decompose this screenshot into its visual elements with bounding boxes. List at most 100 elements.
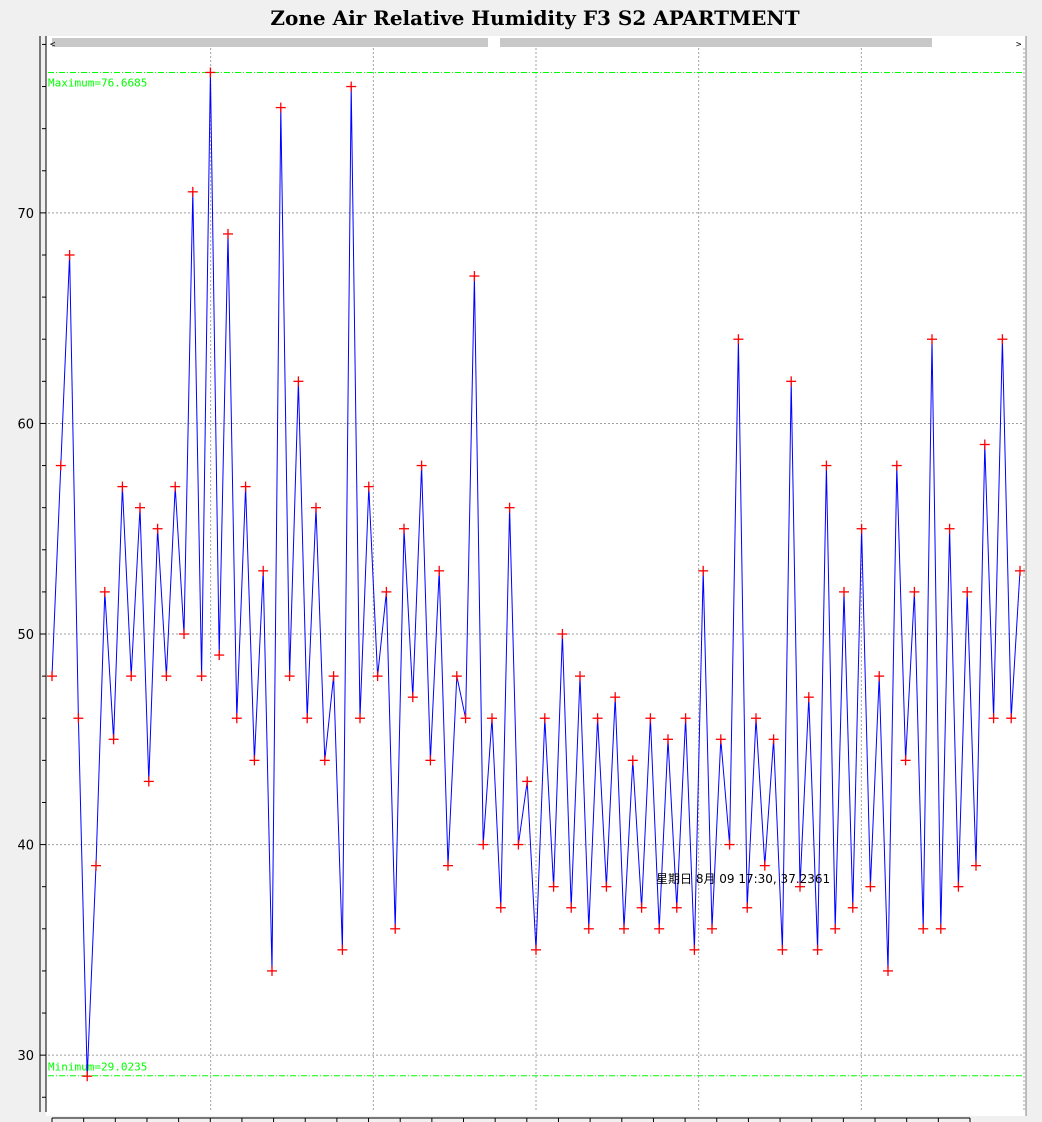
data-point: [592, 713, 603, 724]
data-point: [865, 881, 876, 892]
data-point: [390, 923, 401, 934]
data-point: [363, 481, 374, 492]
data-point: [707, 923, 717, 934]
data-point: [425, 755, 436, 766]
data-point: [856, 523, 867, 534]
data-point: [522, 776, 533, 787]
data-point: [839, 586, 849, 597]
data-point: [152, 523, 163, 534]
data-point: [680, 713, 691, 724]
data-point: [583, 923, 594, 934]
data-point: [777, 944, 788, 955]
data-point: [557, 629, 568, 640]
data-point: [337, 944, 348, 955]
data-point: [918, 923, 929, 934]
scroll-right-arrow-icon[interactable]: >: [1016, 40, 1022, 50]
data-point: [91, 860, 101, 871]
data-point: [416, 460, 427, 471]
data-point: [451, 671, 462, 682]
data-point: [1015, 565, 1025, 576]
data-point: [513, 839, 524, 850]
data-point: [469, 271, 480, 282]
y-tick-label: 30: [17, 1049, 34, 1064]
data-point: [654, 923, 665, 934]
data-point: [883, 965, 893, 976]
reference-label: Minimum=29.0235: [48, 1061, 147, 1074]
data-point: [143, 776, 154, 787]
data-point: [953, 881, 964, 892]
data-point: [328, 671, 339, 682]
scrollbar-thumb-right[interactable]: [500, 38, 932, 47]
data-point: [575, 671, 585, 682]
data-point: [759, 860, 770, 871]
data-point: [821, 460, 832, 471]
data-point: [495, 902, 506, 913]
data-point: [293, 376, 304, 387]
data-point: [214, 650, 225, 661]
data-point: [478, 839, 489, 850]
data-point: [267, 965, 277, 976]
data-point: [645, 713, 656, 724]
data-point: [663, 734, 673, 745]
data-point: [610, 692, 621, 703]
y-axis: 30 40 50 60 70: [17, 43, 46, 1098]
data-point: [64, 249, 75, 260]
data-point: [619, 923, 629, 934]
data-point: [460, 713, 471, 724]
data-point: [803, 692, 814, 703]
data-point: [117, 481, 128, 492]
data-point: [847, 902, 858, 913]
y-tick-label: 60: [17, 417, 34, 432]
data-point: [434, 565, 445, 576]
data-point: [812, 944, 823, 955]
data-point: [170, 481, 181, 492]
data-point: [302, 713, 313, 724]
data-point: [179, 629, 189, 640]
data-point: [962, 586, 973, 597]
data-point: [372, 671, 383, 682]
data-point: [240, 481, 251, 492]
horizontal-scrollbar[interactable]: < >: [50, 38, 1022, 50]
data-point: [733, 334, 744, 345]
data-point: [47, 671, 57, 682]
data-point: [671, 902, 682, 913]
data-point: [531, 944, 541, 955]
data-point: [487, 713, 497, 724]
data-point: [786, 376, 797, 387]
data-point: [601, 881, 612, 892]
data-point: [135, 502, 145, 513]
data-point: [698, 565, 709, 576]
data-point: [935, 923, 946, 934]
data-point: [979, 439, 990, 450]
data-point: [715, 734, 726, 745]
scrollbar-thumb-left[interactable]: [52, 38, 488, 47]
data-point: [900, 755, 911, 766]
data-point: [1006, 713, 1017, 724]
data-point: [249, 755, 260, 766]
scroll-left-arrow-icon[interactable]: <: [50, 40, 56, 50]
data-point: [319, 755, 330, 766]
data-point: [443, 860, 453, 871]
data-point: [909, 586, 920, 597]
data-point: [55, 460, 66, 471]
data-point: [636, 902, 647, 913]
data-point: [927, 334, 937, 345]
y-tick-label: 40: [17, 839, 34, 854]
data-point: [284, 671, 295, 682]
data-point: [891, 460, 902, 471]
data-point: [627, 755, 638, 766]
data-point: [768, 734, 779, 745]
data-point: [223, 228, 233, 239]
data-point: [187, 186, 198, 197]
reference-label: Maximum=76.6685: [48, 76, 147, 89]
data-point: [548, 881, 559, 892]
data-point: [539, 713, 550, 724]
data-point: [381, 586, 392, 597]
grid-lines: [48, 48, 1025, 1112]
cursor-readout: 星期日 8月 09 17:30, 37.2361: [656, 872, 830, 886]
data-point: [566, 902, 577, 913]
data-point: [689, 944, 700, 955]
data-point: [742, 902, 753, 913]
data-point: [724, 839, 735, 850]
